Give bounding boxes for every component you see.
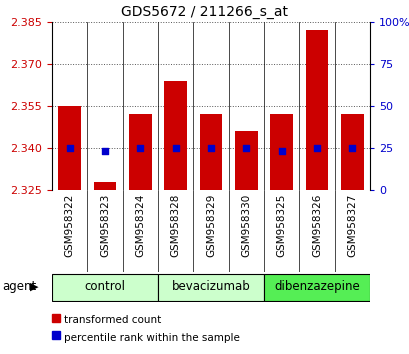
Point bbox=[313, 145, 319, 151]
Point bbox=[66, 145, 73, 151]
Bar bbox=[234, 131, 257, 190]
Bar bbox=[199, 114, 222, 190]
Text: GSM958329: GSM958329 bbox=[205, 194, 216, 257]
Bar bbox=[52, 314, 60, 322]
Text: GSM958322: GSM958322 bbox=[65, 194, 74, 257]
Bar bbox=[58, 106, 81, 190]
Text: bevacizumab: bevacizumab bbox=[171, 280, 250, 293]
Text: GSM958330: GSM958330 bbox=[241, 194, 251, 257]
Text: GSM958323: GSM958323 bbox=[100, 194, 110, 257]
Text: dibenzazepine: dibenzazepine bbox=[274, 280, 359, 293]
Text: GSM958325: GSM958325 bbox=[276, 194, 286, 257]
Point bbox=[101, 148, 108, 154]
Text: GSM958327: GSM958327 bbox=[346, 194, 357, 257]
Text: GSM958328: GSM958328 bbox=[170, 194, 180, 257]
Bar bbox=[263, 274, 369, 301]
Bar bbox=[52, 331, 60, 339]
Text: GSM958326: GSM958326 bbox=[311, 194, 321, 257]
Text: control: control bbox=[84, 280, 125, 293]
Text: GSM958324: GSM958324 bbox=[135, 194, 145, 257]
Bar bbox=[157, 274, 263, 301]
Text: GDS5672 / 211266_s_at: GDS5672 / 211266_s_at bbox=[121, 5, 288, 19]
Text: agent: agent bbox=[2, 280, 36, 293]
Bar bbox=[340, 114, 363, 190]
Bar bbox=[270, 114, 292, 190]
Bar bbox=[93, 182, 116, 190]
Bar bbox=[305, 30, 328, 190]
Point bbox=[348, 145, 355, 151]
Bar bbox=[128, 114, 151, 190]
Point bbox=[172, 145, 178, 151]
Text: percentile rank within the sample: percentile rank within the sample bbox=[64, 333, 239, 343]
Text: transformed count: transformed count bbox=[64, 315, 161, 325]
Point bbox=[278, 148, 284, 154]
Text: ▶: ▶ bbox=[30, 281, 38, 291]
Point bbox=[137, 145, 143, 151]
Point bbox=[207, 145, 214, 151]
Bar bbox=[52, 274, 157, 301]
Point bbox=[243, 145, 249, 151]
Bar bbox=[164, 81, 187, 190]
